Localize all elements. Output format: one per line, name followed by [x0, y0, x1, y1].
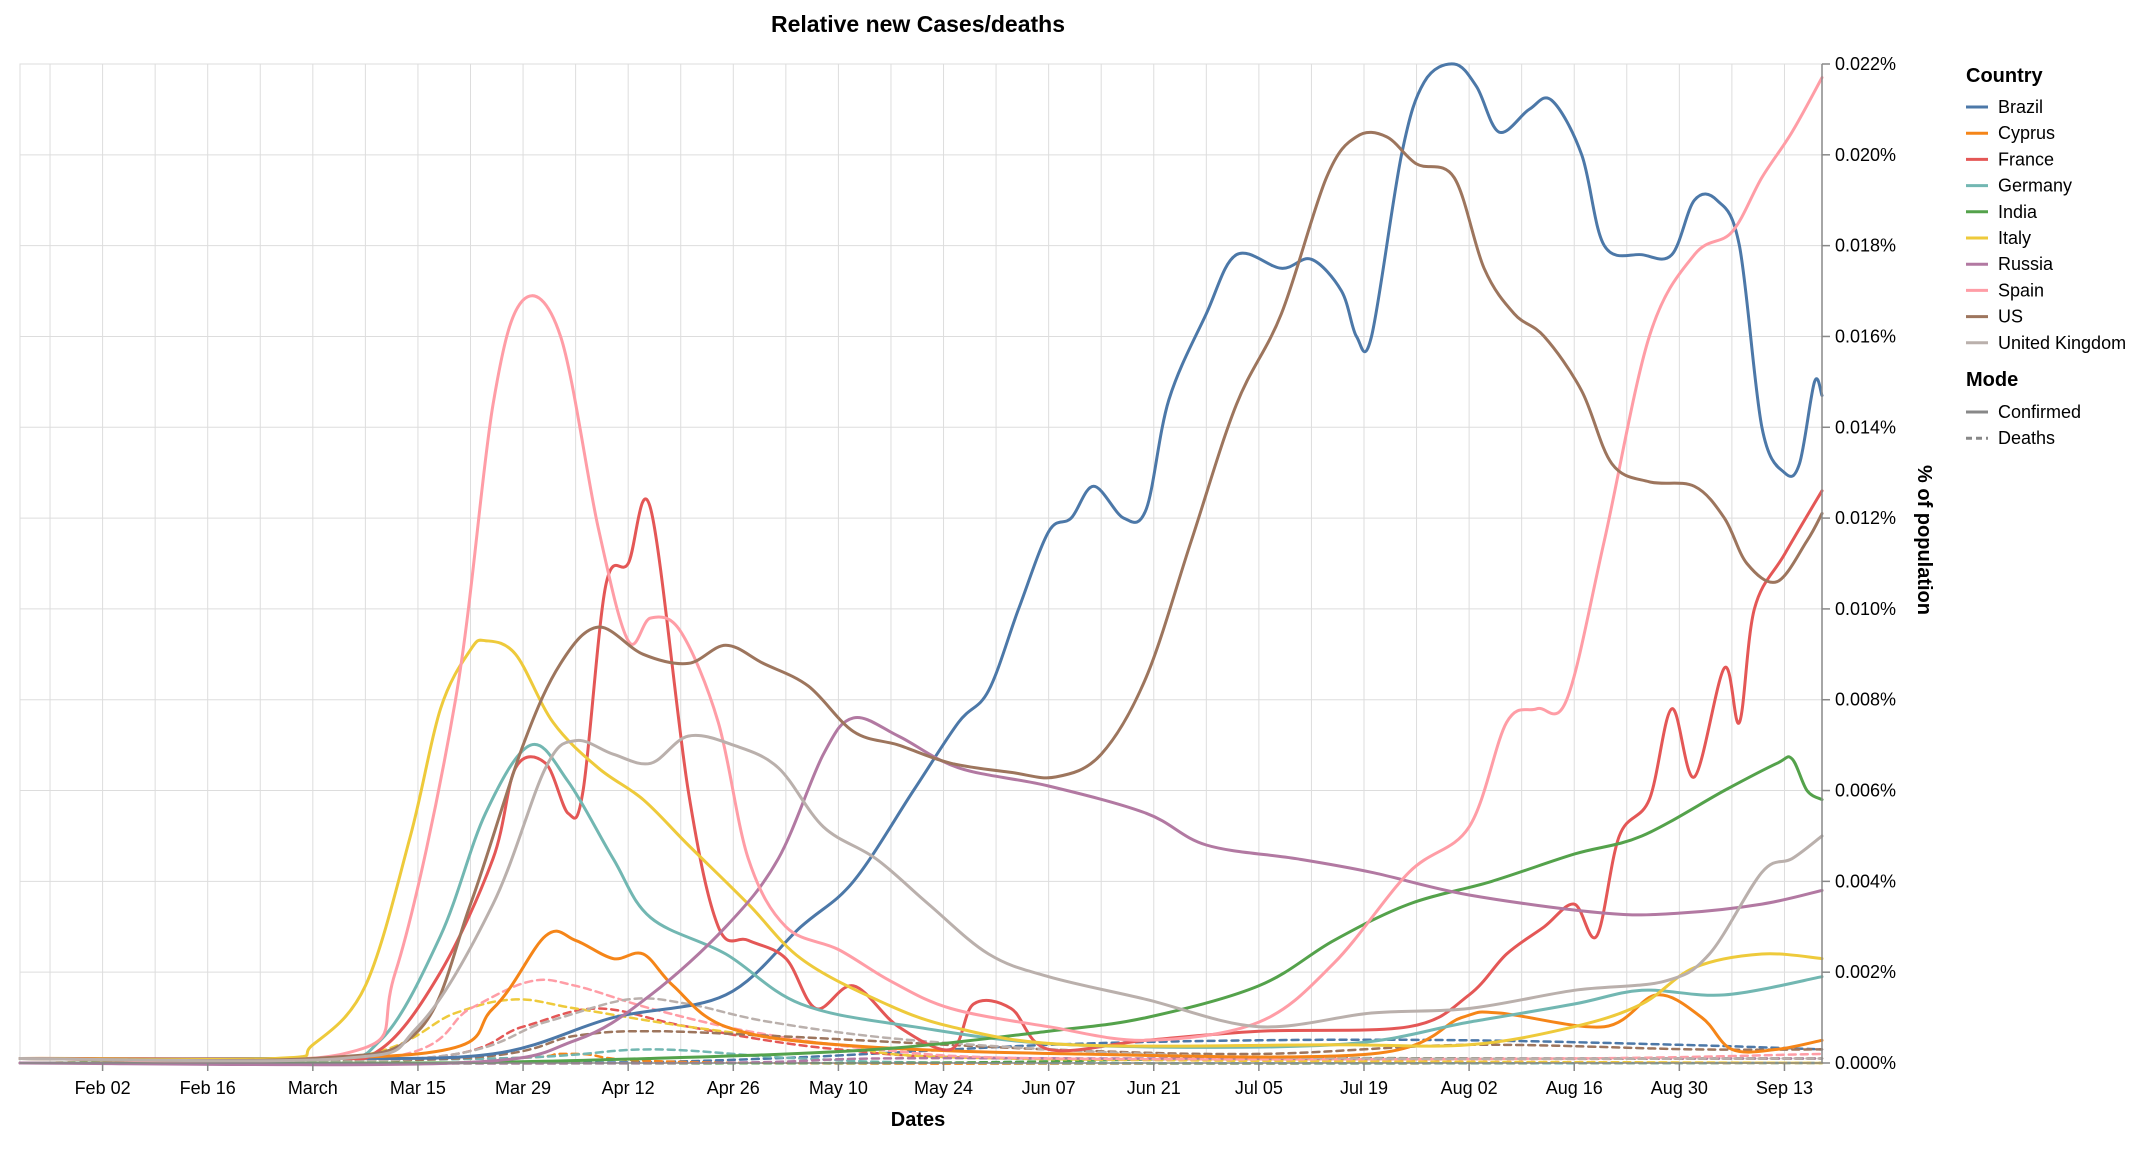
y-tick-label: 0.010%	[1835, 599, 1896, 619]
series-line-italy-confirmed	[18, 638, 1824, 1061]
series-line-united-kingdom-confirmed	[18, 733, 1824, 1063]
y-tick-label: 0.012%	[1835, 508, 1896, 528]
series-line-us-confirmed	[18, 130, 1824, 1062]
legend-label: Italy	[1998, 228, 2031, 248]
series-line-india-confirmed	[18, 755, 1824, 1065]
x-tick-label: Feb 02	[75, 1078, 131, 1098]
x-tick-label: Aug 30	[1651, 1078, 1708, 1098]
x-tick-label: May 10	[809, 1078, 868, 1098]
y-tick-label: 0.016%	[1835, 326, 1896, 346]
grid	[19, 63, 1823, 1064]
y-tick-label: 0.022%	[1835, 54, 1896, 74]
x-tick-label: March	[288, 1078, 338, 1098]
y-tick-label: 0.014%	[1835, 417, 1896, 437]
legend-label: Deaths	[1998, 428, 2055, 448]
legend-title-mode: Mode	[1966, 369, 2018, 391]
series-line-france-confirmed	[18, 489, 1824, 1061]
series-line-germany-confirmed	[18, 742, 1824, 1062]
legend-label: Confirmed	[1998, 402, 2081, 422]
x-tick-label: Aug 16	[1546, 1078, 1603, 1098]
x-tick-label: Sep 13	[1756, 1078, 1813, 1098]
x-tick-label: Jul 19	[1340, 1078, 1388, 1098]
legend-label: US	[1998, 307, 2023, 327]
series-line-united-kingdom-deaths	[18, 997, 1824, 1065]
x-tick-label: Jun 07	[1022, 1078, 1076, 1098]
legend-label: Cyprus	[1998, 123, 2055, 143]
legend: Country Brazil Cyprus France Germany India Ita…	[1966, 65, 2126, 448]
x-tick-label: Jun 21	[1127, 1078, 1181, 1098]
series-lines	[18, 62, 1824, 1067]
x-tick-label: Apr 12	[602, 1078, 655, 1098]
series-line-us-deaths	[18, 1029, 1824, 1065]
x-tick-label: Feb 16	[180, 1078, 236, 1098]
y-tick-label: 0.018%	[1835, 236, 1896, 256]
legend-label: India	[1998, 202, 2038, 222]
x-tick-label: Apr 26	[707, 1078, 760, 1098]
y-tick-label: 0.006%	[1835, 781, 1896, 801]
chart-title: Relative new Cases/deaths	[771, 11, 1065, 37]
legend-label: Brazil	[1998, 97, 2043, 117]
legend-label: Spain	[1998, 280, 2044, 300]
legend-label: France	[1998, 149, 2054, 169]
x-tick-label: Jul 05	[1235, 1078, 1283, 1098]
legend-title-country: Country	[1966, 65, 2044, 87]
x-tick-label: May 24	[914, 1078, 973, 1098]
series-line-spain-confirmed	[18, 76, 1824, 1064]
plot-frame	[19, 63, 1823, 1064]
y-tick-label: 0.008%	[1835, 690, 1896, 710]
x-tick-label: Mar 15	[390, 1078, 446, 1098]
x-axis-title: Dates	[891, 1109, 945, 1131]
y-tick-label: 0.020%	[1835, 145, 1896, 165]
legend-label: Germany	[1998, 176, 2072, 196]
series-line-brazil-confirmed	[18, 62, 1824, 1061]
y-tick-label: 0.004%	[1835, 871, 1896, 891]
axes: Feb 02 Feb 16 March Mar 15 Mar 29 Apr 12 Apr 2…	[20, 54, 1896, 1098]
legend-label: United Kingdom	[1998, 333, 2126, 353]
y-tick-label: 0.002%	[1835, 962, 1896, 982]
legend-label: Russia	[1998, 254, 2054, 274]
x-tick-label: Aug 02	[1441, 1078, 1498, 1098]
y-axis-title: % of population	[1913, 465, 1935, 615]
y-tick-label: 0.000%	[1835, 1053, 1896, 1073]
series-line-russia-confirmed	[18, 715, 1824, 1067]
x-tick-label: Mar 29	[495, 1078, 551, 1098]
